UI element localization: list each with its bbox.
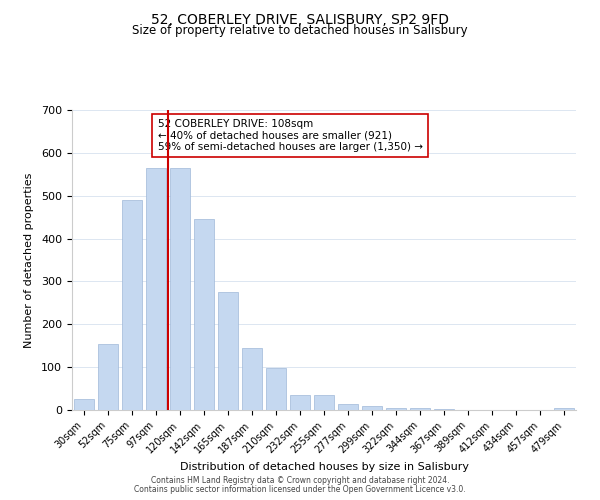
- X-axis label: Distribution of detached houses by size in Salisbury: Distribution of detached houses by size …: [179, 462, 469, 471]
- Text: Size of property relative to detached houses in Salisbury: Size of property relative to detached ho…: [132, 24, 468, 37]
- Bar: [242, 348, 262, 410]
- Bar: [362, 406, 382, 410]
- Bar: [218, 292, 238, 410]
- Bar: [434, 409, 454, 410]
- Bar: [410, 408, 430, 410]
- Bar: [554, 408, 574, 410]
- Bar: [314, 394, 334, 410]
- Bar: [122, 200, 142, 410]
- Text: 52 COBERLEY DRIVE: 108sqm
← 40% of detached houses are smaller (921)
59% of semi: 52 COBERLEY DRIVE: 108sqm ← 40% of detac…: [158, 119, 422, 152]
- Bar: [266, 368, 286, 410]
- Bar: [338, 404, 358, 410]
- Y-axis label: Number of detached properties: Number of detached properties: [24, 172, 34, 348]
- Text: Contains HM Land Registry data © Crown copyright and database right 2024.: Contains HM Land Registry data © Crown c…: [151, 476, 449, 485]
- Bar: [74, 400, 94, 410]
- Bar: [290, 394, 310, 410]
- Bar: [146, 168, 166, 410]
- Text: 52, COBERLEY DRIVE, SALISBURY, SP2 9FD: 52, COBERLEY DRIVE, SALISBURY, SP2 9FD: [151, 12, 449, 26]
- Bar: [194, 220, 214, 410]
- Text: Contains public sector information licensed under the Open Government Licence v3: Contains public sector information licen…: [134, 485, 466, 494]
- Bar: [386, 408, 406, 410]
- Bar: [98, 344, 118, 410]
- Bar: [170, 168, 190, 410]
